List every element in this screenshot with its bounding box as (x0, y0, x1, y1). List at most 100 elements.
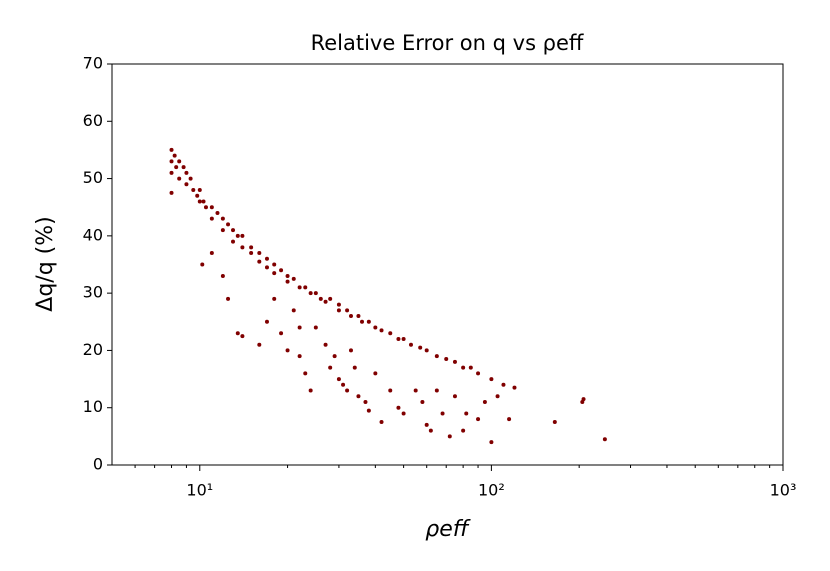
y-axis-label: Δq/q (%) (33, 216, 58, 311)
point (328, 365, 333, 370)
point (215, 210, 220, 215)
point (468, 365, 473, 370)
x-tick-label: 10² (478, 481, 505, 500)
point (356, 394, 361, 399)
point (424, 348, 429, 353)
point (291, 308, 296, 313)
point (249, 245, 254, 250)
point (197, 188, 202, 193)
y-tick-label: 70 (83, 54, 103, 73)
point (313, 325, 318, 330)
point (464, 411, 469, 416)
point (476, 371, 481, 376)
point (209, 216, 214, 221)
point (272, 271, 277, 276)
y-tick-label: 30 (83, 283, 103, 302)
point (345, 388, 350, 393)
y-tick-label: 60 (83, 111, 103, 130)
point (348, 348, 353, 353)
y-tick-label: 0 (93, 455, 103, 474)
point (184, 182, 189, 187)
point (195, 193, 200, 198)
point (264, 265, 269, 270)
point (220, 228, 225, 233)
point (434, 354, 439, 359)
point (413, 388, 418, 393)
point (323, 299, 328, 304)
point (172, 153, 177, 158)
point (257, 259, 262, 264)
point (169, 147, 174, 152)
point (434, 388, 439, 393)
point (291, 276, 296, 281)
point (264, 319, 269, 324)
point (396, 405, 401, 410)
point (226, 296, 231, 301)
point (257, 251, 262, 256)
point (424, 422, 429, 427)
point (177, 159, 182, 164)
point (257, 342, 262, 347)
point (440, 411, 445, 416)
point (313, 291, 318, 296)
point (235, 331, 240, 336)
point (418, 345, 423, 350)
point (240, 245, 245, 250)
point (360, 319, 365, 324)
point (308, 291, 313, 296)
point (476, 417, 481, 422)
y-tick-label: 10 (83, 397, 103, 416)
point (285, 279, 290, 284)
point (188, 176, 193, 181)
point (197, 199, 202, 204)
point (420, 399, 425, 404)
point (507, 417, 512, 422)
y-tick-label: 20 (83, 340, 103, 359)
point (231, 239, 236, 244)
point (336, 308, 341, 313)
point (209, 205, 214, 210)
point (489, 440, 494, 445)
point (482, 399, 487, 404)
point (373, 325, 378, 330)
y-tick-label: 50 (83, 168, 103, 187)
point (602, 437, 607, 442)
point (348, 314, 353, 319)
point (489, 377, 494, 382)
point (512, 385, 517, 390)
point (184, 170, 189, 175)
point (366, 408, 371, 413)
point (169, 190, 174, 195)
point (328, 296, 333, 301)
point (308, 388, 313, 393)
point (272, 296, 277, 301)
point (318, 296, 323, 301)
point (363, 399, 368, 404)
point (297, 285, 302, 290)
point (303, 285, 308, 290)
point (447, 434, 452, 439)
plot-frame (111, 63, 784, 466)
point (209, 251, 214, 256)
point (220, 273, 225, 278)
point (336, 302, 341, 307)
point (461, 365, 466, 370)
point (235, 233, 240, 238)
chart-title: Relative Error on q vs ρeff (311, 31, 584, 55)
point (373, 371, 378, 376)
point (297, 354, 302, 359)
point (336, 377, 341, 382)
point (181, 165, 186, 170)
point (379, 420, 384, 425)
point (297, 325, 302, 330)
point (279, 331, 284, 336)
point (401, 336, 406, 341)
point (366, 319, 371, 324)
y-tick-label: 40 (83, 225, 103, 244)
point (452, 394, 457, 399)
point (264, 256, 269, 261)
point (552, 420, 557, 425)
x-axis-label: ρeff (425, 517, 471, 542)
point (345, 308, 350, 313)
